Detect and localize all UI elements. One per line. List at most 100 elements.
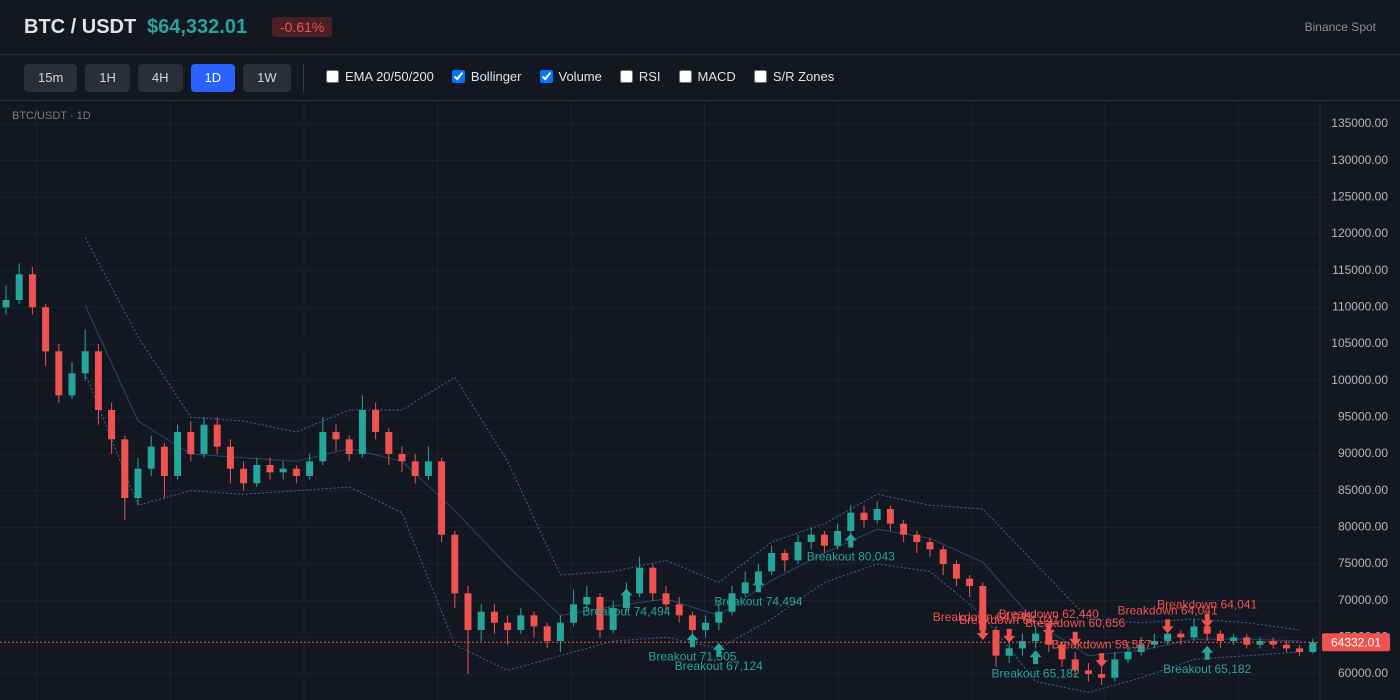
candle-body bbox=[1203, 626, 1211, 634]
candle-body bbox=[1269, 641, 1277, 645]
y-tick-label: 95000.00 bbox=[1338, 410, 1388, 424]
indicator-toggle[interactable]: Bollinger bbox=[451, 69, 522, 84]
indicator-label: EMA 20/50/200 bbox=[345, 69, 434, 84]
candle-body bbox=[1071, 659, 1079, 671]
candle-body bbox=[200, 424, 208, 455]
breakdown-arrow bbox=[1069, 631, 1082, 646]
last-price-label: 64332.01 bbox=[1331, 635, 1381, 649]
candle-body bbox=[1058, 644, 1066, 660]
indicator-group: EMA 20/50/200 Bollinger Volume RSI MACD S/R Z… bbox=[326, 69, 834, 84]
candle-body bbox=[754, 571, 762, 583]
interval-button[interactable]: 1W bbox=[243, 64, 291, 92]
breakout-arrow bbox=[752, 578, 765, 593]
exchange: Binance Spot bbox=[1304, 20, 1376, 34]
candle-body bbox=[108, 409, 116, 440]
candle-body bbox=[702, 622, 710, 631]
candle-body bbox=[438, 461, 446, 535]
indicator-label: Bollinger bbox=[470, 69, 522, 84]
y-tick-label: 100000.00 bbox=[1331, 373, 1388, 387]
candle-body bbox=[886, 509, 894, 524]
candle-body bbox=[1296, 648, 1304, 653]
candle-body bbox=[543, 626, 551, 642]
checkbox[interactable] bbox=[539, 70, 553, 83]
y-tick-label: 90000.00 bbox=[1338, 446, 1388, 460]
breakdown-arrow bbox=[1003, 628, 1016, 643]
candle-body bbox=[1111, 659, 1119, 678]
interval-button[interactable]: 15m bbox=[24, 64, 78, 92]
breakdown-arrow bbox=[1095, 653, 1108, 668]
candle-body bbox=[1164, 633, 1172, 642]
candle-body bbox=[477, 611, 485, 631]
annotation-label: Breakdown 59,557 bbox=[1052, 637, 1152, 651]
checkbox[interactable] bbox=[619, 70, 633, 83]
checkbox[interactable] bbox=[326, 70, 339, 83]
candle-body bbox=[266, 465, 274, 473]
candle-body bbox=[1137, 644, 1145, 653]
candle-body bbox=[292, 468, 300, 477]
candle-body bbox=[1150, 641, 1158, 645]
indicator-label: RSI bbox=[638, 69, 661, 84]
breakdown-arrow bbox=[976, 625, 989, 640]
y-tick-label: 120000.00 bbox=[1331, 226, 1388, 240]
y-tick-label: 135000.00 bbox=[1331, 116, 1388, 130]
candle-body bbox=[504, 622, 512, 631]
checkbox[interactable] bbox=[678, 70, 692, 83]
candle-body bbox=[926, 542, 934, 550]
candle-body bbox=[939, 549, 947, 565]
candle-body bbox=[94, 351, 102, 410]
checkbox[interactable] bbox=[753, 70, 767, 83]
interval-button[interactable]: 4H bbox=[137, 64, 183, 92]
indicator-label: MACD bbox=[697, 69, 736, 84]
y-tick-label: 130000.00 bbox=[1331, 153, 1388, 167]
candle-body bbox=[596, 597, 604, 631]
checkbox[interactable] bbox=[451, 70, 465, 83]
indicator-toggle[interactable]: Volume bbox=[539, 69, 602, 84]
candle-body bbox=[1045, 633, 1053, 645]
y-tick-label: 110000.00 bbox=[1332, 299, 1388, 313]
interval-button[interactable]: 1H bbox=[85, 64, 130, 92]
candle-body bbox=[570, 604, 578, 623]
annotation-label: Breakdown 64,041 bbox=[1157, 598, 1257, 612]
annotation-label: Breakout 71,505 bbox=[648, 649, 736, 663]
candle-body bbox=[873, 509, 881, 521]
chart: BTC/USDT · 1D 60000.0065000.0070000.0075… bbox=[0, 101, 1390, 700]
indicator-toggle[interactable]: EMA 20/50/200 bbox=[326, 69, 434, 84]
candle-body bbox=[372, 409, 380, 433]
candle-body bbox=[464, 593, 472, 631]
candle-body bbox=[517, 615, 525, 631]
annotation-label: Breakdown 60,656 bbox=[1025, 616, 1125, 630]
y-tick-label: 80000.00 bbox=[1338, 520, 1388, 534]
candle-body bbox=[15, 274, 23, 300]
interval-group: 15m 1H 4H 1D 1W bbox=[24, 64, 304, 92]
bollinger-upper bbox=[84, 237, 1300, 631]
candle-body bbox=[451, 534, 459, 594]
y-tick-label: 75000.00 bbox=[1338, 556, 1388, 570]
breakout-arrow bbox=[1201, 645, 1214, 660]
annotation-label: Breakout 74,494 bbox=[714, 594, 802, 608]
candle-body bbox=[1256, 641, 1264, 645]
candle-body bbox=[147, 446, 155, 469]
annotation-label: Breakdown 64,041 bbox=[959, 613, 1059, 627]
candle-body bbox=[530, 615, 538, 627]
interval-button[interactable]: 1D bbox=[190, 64, 236, 92]
candle-body bbox=[688, 615, 696, 631]
candle-body bbox=[319, 432, 327, 462]
indicator-toggle[interactable]: RSI bbox=[619, 69, 661, 84]
candle-body bbox=[1282, 644, 1290, 649]
candle-body bbox=[253, 465, 261, 484]
indicator-toggle[interactable]: S/R Zones bbox=[753, 69, 834, 84]
symbol: BTC / USDT bbox=[24, 16, 137, 38]
breakout-arrow bbox=[844, 533, 857, 548]
candle-body bbox=[332, 432, 340, 440]
candle-body bbox=[490, 611, 498, 623]
candle-body bbox=[609, 608, 617, 631]
annotation-label: Breakout 67,124 bbox=[675, 659, 763, 673]
candle-body bbox=[385, 432, 393, 455]
annotation-label: Breakdown 64,041 bbox=[1118, 604, 1218, 618]
indicator-toggle[interactable]: MACD bbox=[678, 69, 736, 84]
candle-body bbox=[847, 512, 855, 532]
candle-body bbox=[121, 439, 129, 499]
breakout-arrow bbox=[620, 588, 633, 603]
candle-body bbox=[226, 446, 234, 469]
candle-body bbox=[1309, 642, 1317, 653]
